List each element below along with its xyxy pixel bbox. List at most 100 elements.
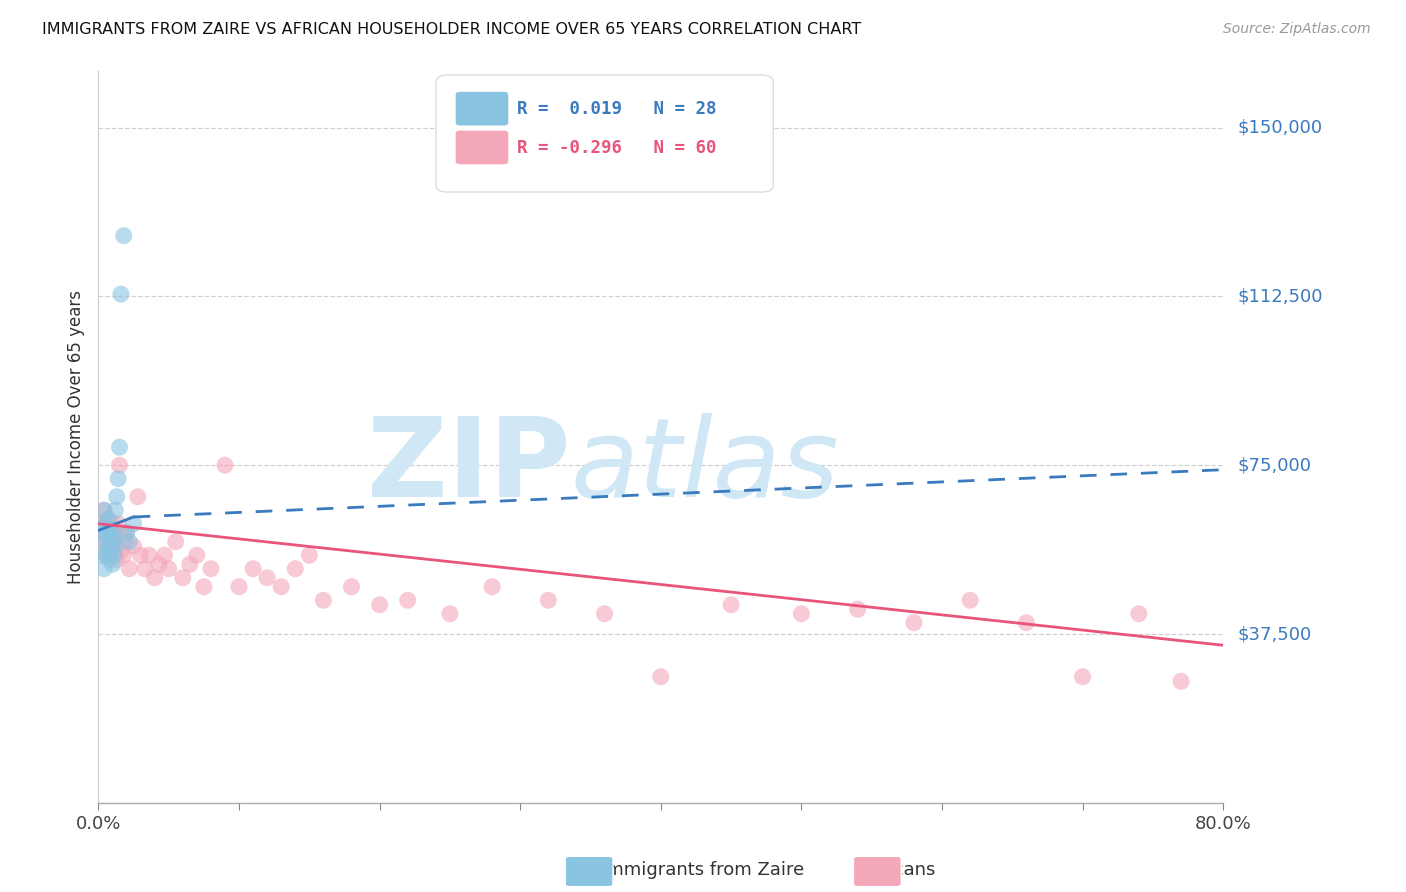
Point: [165, 534, 187, 549]
Text: $150,000: $150,000: [1237, 119, 1322, 136]
Point: [101, 558, 124, 572]
Point: [537, 593, 560, 607]
Point: [107, 472, 129, 486]
Text: R = -0.296   N = 60: R = -0.296 N = 60: [517, 139, 716, 157]
Point: [720, 598, 742, 612]
Point: [481, 580, 503, 594]
Point: [93, 562, 115, 576]
Point: [112, 548, 135, 562]
Point: [1015, 615, 1038, 630]
Text: $37,500: $37,500: [1237, 625, 1312, 643]
Point: [138, 548, 160, 562]
Point: [368, 598, 391, 612]
Point: [148, 558, 170, 572]
Point: [108, 440, 131, 454]
Point: [959, 593, 981, 607]
FancyBboxPatch shape: [456, 130, 509, 165]
Point: [97, 512, 120, 526]
Point: [214, 458, 236, 473]
Point: [98, 553, 121, 567]
Point: [107, 516, 129, 531]
Point: [101, 534, 124, 549]
Text: ZIP: ZIP: [367, 413, 571, 520]
Point: [593, 607, 616, 621]
Point: [134, 562, 156, 576]
Point: [103, 543, 125, 558]
Point: [100, 543, 122, 558]
Point: [242, 562, 264, 576]
Point: [312, 593, 335, 607]
Point: [114, 534, 136, 549]
Point: [340, 580, 363, 594]
Point: [127, 490, 149, 504]
Text: Immigrants from Zaire: Immigrants from Zaire: [602, 861, 804, 879]
Point: [108, 458, 131, 473]
Point: [97, 539, 120, 553]
Point: [1128, 607, 1150, 621]
Point: [396, 593, 419, 607]
Text: Africans: Africans: [863, 861, 936, 879]
Point: [100, 525, 122, 540]
Point: [93, 503, 115, 517]
Point: [172, 571, 194, 585]
Text: $75,000: $75,000: [1237, 456, 1312, 475]
Point: [104, 539, 127, 553]
Point: [115, 525, 138, 540]
Point: [256, 571, 278, 585]
Text: $112,500: $112,500: [1237, 287, 1323, 305]
Point: [846, 602, 869, 616]
Point: [118, 562, 141, 576]
Point: [105, 490, 128, 504]
Point: [228, 580, 250, 594]
Point: [104, 503, 127, 517]
Point: [186, 548, 208, 562]
Point: [91, 534, 114, 549]
Point: [115, 525, 138, 540]
Point: [1071, 670, 1094, 684]
Point: [96, 525, 118, 540]
Point: [111, 525, 134, 540]
Point: [284, 562, 307, 576]
Point: [90, 525, 112, 540]
Point: [112, 228, 135, 243]
Point: [118, 534, 141, 549]
Text: atlas: atlas: [571, 413, 839, 520]
Point: [110, 543, 132, 558]
Text: R =  0.019   N = 28: R = 0.019 N = 28: [517, 100, 716, 118]
Point: [94, 516, 117, 531]
Point: [103, 530, 125, 544]
Point: [143, 571, 166, 585]
Point: [97, 512, 120, 526]
Point: [91, 548, 114, 562]
Point: [903, 615, 925, 630]
Point: [101, 516, 124, 531]
Point: [270, 580, 292, 594]
Point: [98, 539, 121, 553]
FancyBboxPatch shape: [436, 75, 773, 192]
Point: [110, 287, 132, 301]
Point: [96, 548, 118, 562]
Point: [200, 562, 222, 576]
Point: [650, 670, 672, 684]
Point: [1170, 674, 1192, 689]
Point: [153, 548, 176, 562]
Point: [105, 553, 128, 567]
FancyBboxPatch shape: [456, 91, 509, 127]
Point: [94, 525, 117, 540]
Point: [93, 503, 115, 517]
Point: [298, 548, 321, 562]
Point: [129, 548, 152, 562]
Point: [104, 534, 127, 549]
Point: [179, 558, 201, 572]
Point: [96, 548, 118, 562]
Point: [439, 607, 461, 621]
Point: [157, 562, 180, 576]
Point: [193, 580, 215, 594]
Point: [122, 516, 145, 531]
Point: [100, 525, 122, 540]
Text: Source: ZipAtlas.com: Source: ZipAtlas.com: [1223, 22, 1371, 37]
Text: IMMIGRANTS FROM ZAIRE VS AFRICAN HOUSEHOLDER INCOME OVER 65 YEARS CORRELATION CH: IMMIGRANTS FROM ZAIRE VS AFRICAN HOUSEHO…: [42, 22, 862, 37]
Point: [94, 534, 117, 549]
Point: [98, 521, 121, 535]
Y-axis label: Householder Income Over 65 years: Householder Income Over 65 years: [67, 290, 86, 584]
